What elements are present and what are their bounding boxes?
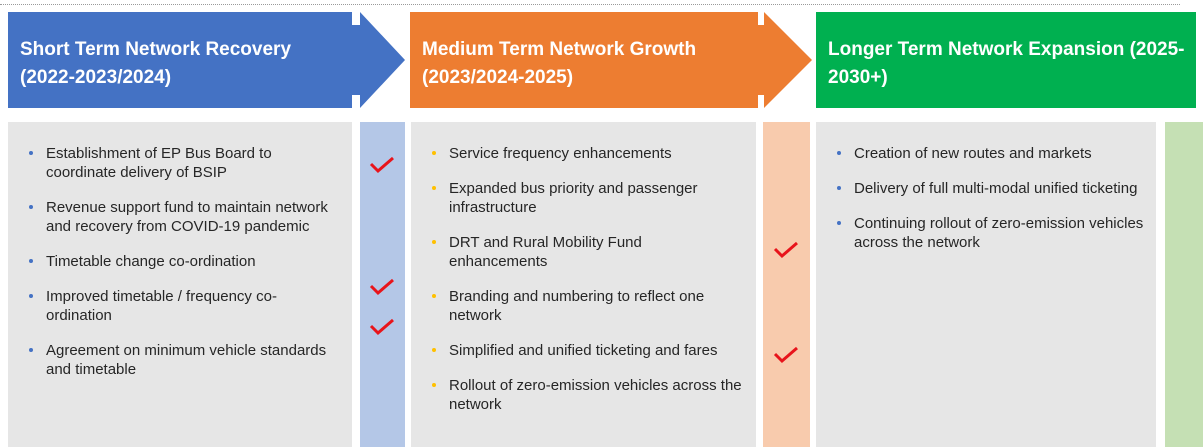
phase-panel: Service frequency enhancements Expanded b… [411,122,756,447]
bullet-item: Delivery of full multi-modal unified tic… [836,179,1144,198]
check-strip [763,122,810,447]
bullet-item: Improved timetable / frequency co-ordina… [28,287,340,325]
bullet-item: Creation of new routes and markets [836,144,1144,163]
bullet-item: Expanded bus priority and passenger infr… [431,179,744,217]
arrow [758,12,812,108]
item-list: Creation of new routes and markets Delive… [836,144,1144,252]
bullet-item: Establishment of EP Bus Board to coordin… [28,144,340,182]
bullet-item: Rollout of zero-emission vehicles across… [431,376,744,414]
border-line [0,4,1180,5]
check-strip [360,122,405,447]
checkmark [773,346,798,364]
checkmark [369,318,394,336]
item-list: Establishment of EP Bus Board to coordin… [28,144,340,379]
bullet-item: DRT and Rural Mobility Fund enhancements [431,233,744,271]
arrow [352,12,405,108]
phase-panel: Establishment of EP Bus Board to coordin… [8,122,352,447]
phase-header: Medium Term Network Growth (2023/2024-20… [410,12,758,108]
bullet-item: Continuing rollout of zero-emission vehi… [836,214,1144,252]
item-list: Service frequency enhancements Expanded b… [431,144,744,414]
checkmark [773,241,798,259]
bullet-item: Timetable change co-ordination [28,252,340,271]
bullet-item: Revenue support fund to maintain network… [28,198,340,236]
checkmark [369,156,394,174]
bullet-item: Simplified and unified ticketing and far… [431,341,744,360]
bullet-item: Agreement on minimum vehicle standards a… [28,341,340,379]
phase-header: Longer Term Network Expansion (2025-2030… [816,12,1196,108]
bullet-item: Service frequency enhancements [431,144,744,163]
phase-header: Short Term Network Recovery (2022-2023/2… [8,12,352,108]
check-strip [1165,122,1203,447]
checkmark [369,278,394,296]
phase-panel: Creation of new routes and markets Delive… [816,122,1156,447]
header-arrows [352,12,812,108]
bullet-item: Branding and numbering to reflect one ne… [431,287,744,325]
